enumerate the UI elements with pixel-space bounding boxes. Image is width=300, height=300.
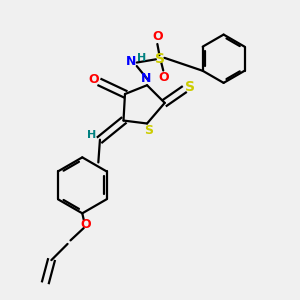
Text: O: O (152, 30, 163, 43)
Text: H: H (87, 130, 96, 140)
Text: H: H (136, 53, 146, 63)
Text: N: N (141, 72, 152, 85)
Text: O: O (80, 218, 91, 231)
Text: N: N (126, 55, 136, 68)
Text: S: S (155, 52, 165, 66)
Text: O: O (158, 71, 169, 84)
Text: O: O (88, 73, 99, 86)
Text: S: S (185, 80, 195, 94)
Text: S: S (144, 124, 153, 137)
